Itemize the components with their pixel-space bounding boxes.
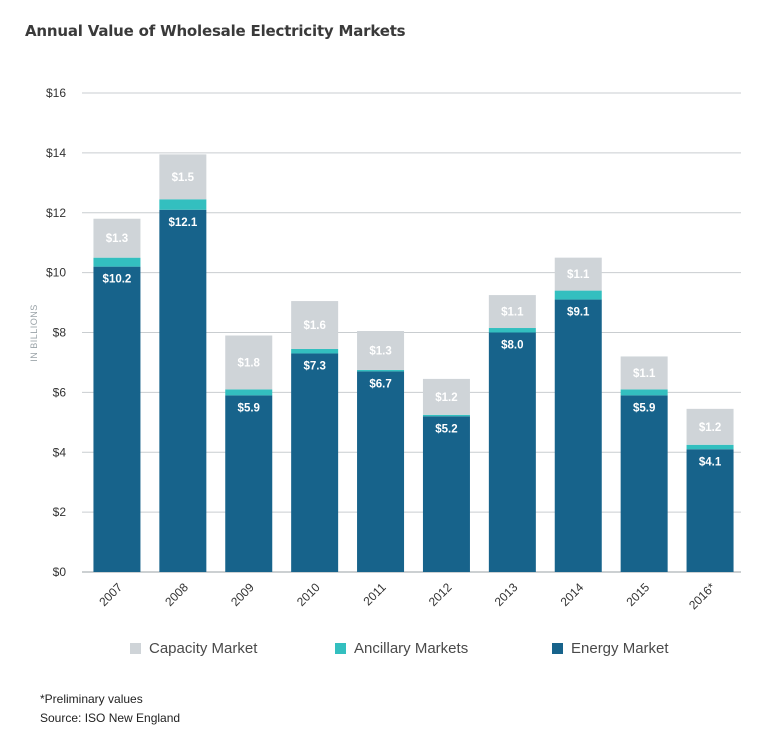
data-label-energy: $9.1 bbox=[567, 307, 590, 319]
bar-segment bbox=[357, 369, 405, 372]
data-label-energy: $12.1 bbox=[168, 217, 197, 229]
bar-segment bbox=[93, 218, 141, 258]
bar-segment bbox=[422, 378, 470, 415]
data-label-capacity: $1.2 bbox=[435, 392, 457, 404]
bar-segment bbox=[93, 266, 141, 572]
data-label-capacity: $1.2 bbox=[699, 422, 721, 434]
bar-segment bbox=[620, 389, 668, 396]
data-label-capacity: $1.5 bbox=[172, 172, 195, 184]
bar-segment bbox=[357, 371, 405, 572]
data-label-capacity: $1.8 bbox=[238, 357, 261, 369]
bar-segment bbox=[554, 290, 602, 300]
legend-label-ancillary: Ancillary Markets bbox=[354, 640, 469, 657]
legend-swatch-energy bbox=[552, 643, 563, 654]
data-label-capacity: $1.1 bbox=[633, 368, 656, 380]
y-tick-label: $0 bbox=[53, 565, 67, 579]
x-tick-label: 2008 bbox=[162, 580, 191, 609]
bar-segment bbox=[554, 299, 602, 572]
x-tick-label: 2009 bbox=[228, 580, 257, 609]
bar-segment bbox=[620, 395, 668, 572]
y-tick-label: $12 bbox=[46, 206, 66, 220]
data-label-capacity: $1.1 bbox=[501, 307, 524, 319]
x-tick-label: 2007 bbox=[96, 580, 125, 609]
legend-item-capacity: Capacity Market bbox=[130, 640, 257, 657]
x-tick-label: 2013 bbox=[492, 580, 521, 609]
legend-item-ancillary: Ancillary Markets bbox=[335, 640, 468, 657]
bar-segment bbox=[159, 154, 207, 200]
data-label-capacity: $1.6 bbox=[303, 320, 325, 332]
data-label-energy: $8.0 bbox=[501, 340, 523, 352]
data-label-energy: $7.3 bbox=[303, 360, 325, 372]
y-tick-label: $2 bbox=[53, 505, 67, 519]
legend-label-energy: Energy Market bbox=[571, 640, 669, 657]
bar-segment bbox=[488, 332, 536, 572]
bar-segment bbox=[159, 199, 207, 210]
x-tick-label: 2010 bbox=[294, 580, 323, 609]
data-label-energy: $6.7 bbox=[369, 378, 391, 390]
bar-segment bbox=[422, 414, 470, 417]
bar-segment bbox=[159, 209, 207, 572]
x-tick-label: 2011 bbox=[361, 580, 389, 608]
y-tick-label: $4 bbox=[53, 445, 67, 459]
data-label-capacity: $1.3 bbox=[369, 345, 391, 357]
bar-segment bbox=[291, 301, 339, 349]
bar-segment bbox=[357, 331, 405, 370]
bar-segment bbox=[686, 444, 734, 450]
footnote-source: Source: ISO New England bbox=[40, 711, 181, 725]
legend-item-energy: Energy Market bbox=[552, 640, 669, 657]
bar-segment bbox=[422, 416, 470, 572]
data-label-energy: $10.2 bbox=[103, 274, 132, 286]
bar-segment bbox=[225, 335, 273, 390]
bar-segment bbox=[291, 353, 339, 572]
x-tick-label: 2012 bbox=[426, 580, 455, 609]
chart-title: Annual Value of Wholesale Electricity Ma… bbox=[25, 22, 406, 40]
bar-segment bbox=[225, 395, 273, 572]
data-label-energy: $5.9 bbox=[633, 402, 655, 414]
y-tick-label: $14 bbox=[46, 146, 66, 160]
data-label-capacity: $1.1 bbox=[567, 269, 590, 281]
legend-swatch-ancillary bbox=[335, 643, 346, 654]
y-axis-label: IN BILLIONS bbox=[29, 304, 39, 362]
bar-segment bbox=[291, 348, 339, 354]
bar-segment bbox=[686, 449, 734, 572]
footnote-preliminary: *Preliminary values bbox=[40, 692, 143, 706]
bar-segment bbox=[620, 356, 668, 390]
x-tick-label: 2015 bbox=[623, 580, 652, 609]
x-tick-label: 2014 bbox=[558, 580, 587, 609]
y-tick-label: $16 bbox=[46, 86, 66, 100]
bar-segment bbox=[488, 295, 536, 329]
y-tick-label: $8 bbox=[53, 326, 67, 340]
y-tick-label: $10 bbox=[46, 266, 66, 280]
data-label-energy: $4.1 bbox=[699, 456, 722, 468]
y-tick-label: $6 bbox=[53, 385, 67, 399]
data-label-capacity: $1.3 bbox=[106, 233, 128, 245]
data-label-energy: $5.9 bbox=[238, 402, 260, 414]
x-tick-label: 2016* bbox=[686, 580, 718, 612]
bar-segment bbox=[686, 408, 734, 445]
legend-swatch-capacity bbox=[130, 643, 141, 654]
bar-segment bbox=[93, 257, 141, 267]
bar-segment bbox=[554, 257, 602, 291]
bar-segment bbox=[225, 389, 273, 396]
legend-label-capacity: Capacity Market bbox=[149, 640, 258, 657]
data-label-energy: $5.2 bbox=[435, 423, 457, 435]
bar-segment bbox=[488, 328, 536, 333]
